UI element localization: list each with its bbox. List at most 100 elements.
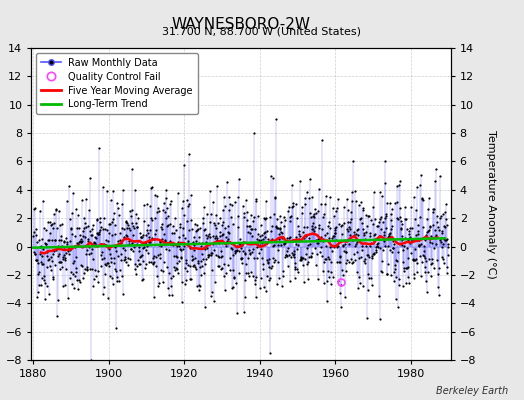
Point [231,248,239,254]
Point [75,225,83,232]
Point [177,254,185,261]
Point [134,238,142,244]
Point [394,249,402,255]
Point [403,245,411,252]
Point [442,216,450,222]
Point [441,236,449,243]
Point [32,257,41,264]
Point [429,222,438,228]
Point [400,268,409,274]
Point [425,223,434,230]
Point [49,276,57,282]
Point [54,296,62,303]
Point [263,256,271,263]
Point [30,228,38,235]
Point [305,241,314,247]
Point [361,256,369,263]
Point [345,259,353,265]
Point [185,151,194,158]
Point [225,207,234,214]
Point [197,257,205,264]
Point [187,192,195,198]
Point [385,230,394,237]
Point [238,255,246,262]
Point [166,198,174,204]
Point [405,231,413,238]
Point [408,238,417,244]
Point [429,209,437,216]
Point [246,230,254,236]
Point [365,212,373,219]
Point [230,220,238,227]
Point [70,285,79,291]
Point [261,216,269,222]
Point [129,248,137,255]
Point [310,211,319,217]
Point [403,264,412,270]
Point [281,238,290,244]
Point [411,257,419,264]
Point [39,272,48,279]
Point [331,227,339,234]
Point [391,257,400,263]
Point [223,238,231,244]
Point [255,237,263,243]
Point [128,165,136,172]
Point [146,202,155,209]
Point [107,232,116,238]
Point [444,244,452,250]
Point [309,226,317,232]
Point [78,237,86,244]
Point [35,281,43,288]
Point [193,258,202,264]
Point [205,234,214,240]
Point [88,226,96,232]
Point [60,252,69,258]
Point [325,219,334,226]
Point [242,261,250,268]
Point [126,256,134,262]
Point [123,225,132,231]
Point [231,199,239,205]
Point [302,233,310,240]
Point [330,213,338,220]
Point [397,226,405,232]
Point [352,241,361,248]
Point [68,230,77,237]
Point [329,205,337,211]
Point [80,270,88,276]
Point [193,283,201,290]
Point [202,256,210,263]
Text: Berkeley Earth: Berkeley Earth [436,386,508,396]
Point [137,234,145,240]
Point [99,291,107,297]
Point [167,275,175,281]
Point [434,265,443,271]
Point [90,240,99,246]
Point [293,246,302,252]
Point [74,240,82,247]
Point [295,236,303,242]
Point [31,257,40,264]
Point [69,190,77,196]
Point [309,212,318,219]
Point [202,231,210,238]
Point [294,230,303,237]
Point [319,267,328,274]
Point [127,246,135,252]
Point [383,200,391,206]
Point [424,195,433,201]
Point [104,238,112,244]
Point [31,205,39,211]
Point [114,253,122,259]
Point [253,236,261,242]
Point [416,252,424,259]
Point [136,261,145,267]
Point [398,237,407,244]
Point [208,250,216,256]
Point [356,216,365,222]
Point [383,270,391,277]
Point [80,215,89,222]
Point [290,248,299,254]
Point [316,235,324,242]
